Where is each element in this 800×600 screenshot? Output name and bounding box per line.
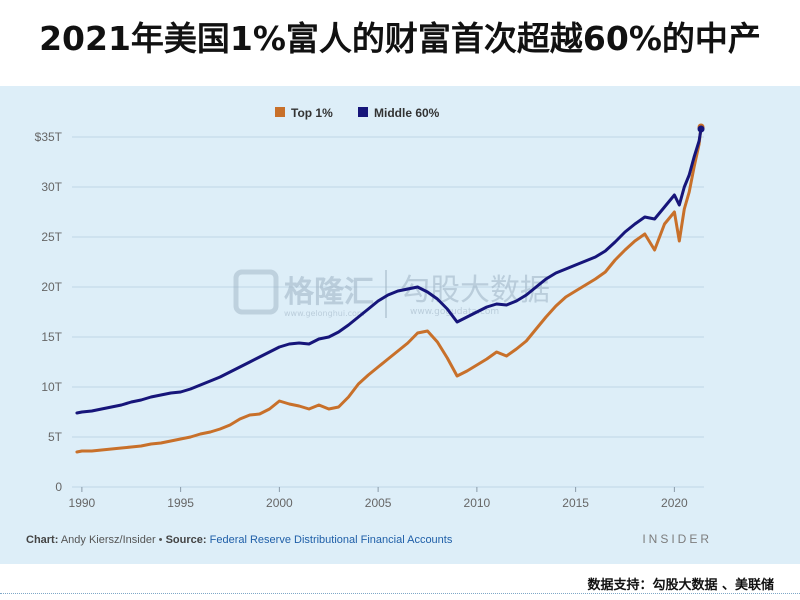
y-tick-label: 5T <box>48 430 63 444</box>
gridlines <box>72 136 704 488</box>
legend: Top 1% Middle 60% <box>275 106 440 120</box>
x-tick-label: 2000 <box>266 496 293 510</box>
headline-title: 2021年美国1%富人的财富首次超越60%的中产 <box>0 0 800 78</box>
y-tick-label: 30T <box>41 180 62 194</box>
legend-swatch-top <box>275 107 285 117</box>
series-lines <box>75 123 705 454</box>
chart-panel <box>0 86 800 564</box>
footer-dotted-rule <box>0 593 800 594</box>
y-tick-label: 0 <box>55 480 62 494</box>
insider-brand: INSIDER <box>642 532 712 546</box>
caption-source-label: Source: <box>166 534 207 546</box>
legend-swatch-middle <box>358 107 368 117</box>
x-tick-label: 2005 <box>365 496 392 510</box>
caption-author: Andy Kiersz/Insider <box>61 534 156 546</box>
caption-bullet: • <box>159 534 163 546</box>
x-axis-ticks: 1990 1995 2000 2005 2010 2015 2020 <box>69 487 688 510</box>
chart-caption: Chart: Andy Kiersz/Insider • Source: Fed… <box>26 534 453 546</box>
legend-label-middle: Middle 60% <box>374 106 440 120</box>
y-tick-label: 15T <box>41 330 62 344</box>
watermark-site: www.gelonghui.com <box>284 309 365 318</box>
watermark-brand-site: www.gogudata.com <box>410 307 499 317</box>
legend-label-top: Top 1% <box>291 106 333 120</box>
y-tick-label: 25T <box>41 230 62 244</box>
y-tick-label: 20T <box>41 280 62 294</box>
x-tick-label: 1990 <box>69 496 96 510</box>
y-axis-ticks: 0 5T 10T 15T 20T 25T 30T $35T <box>35 130 63 494</box>
footer: 数据支持：勾股大数据 、美联储 <box>0 564 800 600</box>
caption-source-link[interactable]: Federal Reserve Distributional Financial… <box>210 534 453 546</box>
y-tick-label: $35T <box>35 130 63 144</box>
series-line-top-1pct <box>75 125 703 454</box>
x-tick-label: 1995 <box>167 496 194 510</box>
footer-source: 数据支持：勾股大数据 、美联储 <box>587 578 774 593</box>
x-tick-label: 2015 <box>562 496 589 510</box>
caption-chart-label: Chart: <box>26 534 58 546</box>
series-endpoint-marker <box>697 125 705 133</box>
y-tick-label: 10T <box>41 380 62 394</box>
wealth-line-chart: 格隆汇 www.gelonghui.com 勾股大数据 www.gogudata… <box>26 106 712 546</box>
watermark-name: 格隆汇 <box>284 275 374 310</box>
x-tick-label: 2010 <box>464 496 491 510</box>
series-line-middle-60pct <box>75 127 703 415</box>
watermark: 格隆汇 www.gelonghui.com 勾股大数据 www.gogudata… <box>233 269 550 318</box>
watermark-logo-icon <box>233 269 279 315</box>
x-tick-label: 2020 <box>661 496 688 510</box>
